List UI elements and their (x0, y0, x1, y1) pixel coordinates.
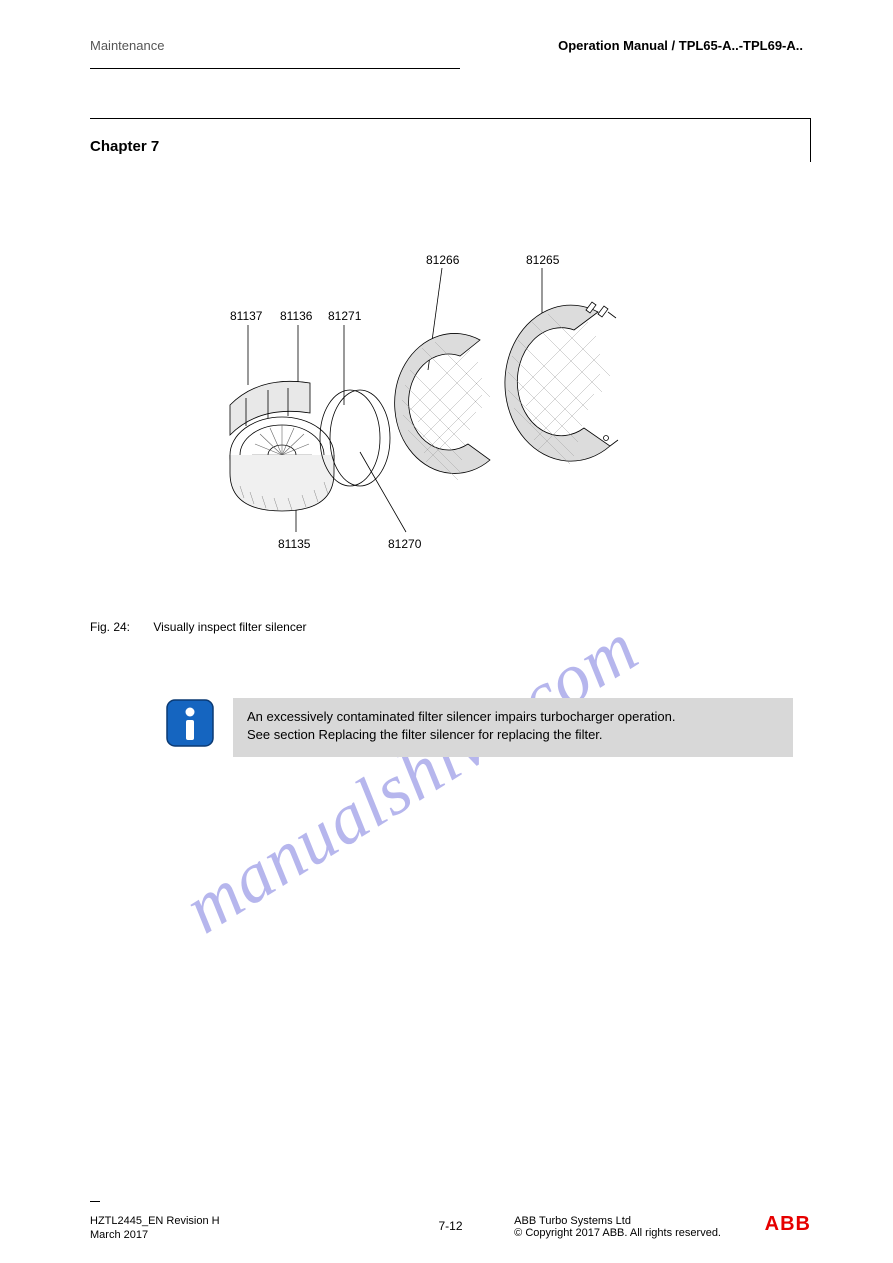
footer-date: March 2017 (90, 1229, 148, 1241)
abb-logo: ABB (765, 1213, 811, 1236)
part-label-81135: 81135 (278, 537, 311, 551)
header-section-label: Maintenance (90, 38, 164, 53)
info-icon (165, 698, 215, 748)
part-label-81270: 81270 (388, 537, 422, 551)
figure-caption-text: Visually inspect filter silencer (153, 620, 306, 634)
figure-caption-number: Fig. 24: (90, 620, 150, 634)
info-note-line1: An excessively contaminated filter silen… (247, 708, 779, 726)
footer-page-number: 7-12 (438, 1219, 462, 1233)
info-note-line2: See section Replacing the filter silence… (247, 726, 779, 744)
figure-exploded-view: 81137 81136 81271 81266 81265 81135 8127… (210, 230, 680, 560)
footer-revision: HZTL2445_EN Revision H (90, 1215, 220, 1227)
part-label-81266: 81266 (426, 253, 460, 267)
part-label-81271: 81271 (328, 309, 362, 323)
watermark: manualshive.com (170, 606, 652, 950)
chapter-band (90, 118, 811, 119)
footer-doc-owner: ABB Turbo Systems Ltd © Copyright 2017 A… (514, 1215, 721, 1239)
info-note-text: An excessively contaminated filter silen… (233, 698, 793, 757)
part-label-81137: 81137 (230, 309, 263, 323)
figure-caption: Fig. 24: Visually inspect filter silence… (90, 620, 307, 634)
part-label-81136: 81136 (280, 309, 313, 323)
chapter-title: Chapter 7 (90, 138, 159, 155)
info-note: An excessively contaminated filter silen… (165, 698, 793, 757)
header-doc-title: Operation Manual / TPL65-A..-TPL69-A.. (558, 38, 803, 53)
header-rule (90, 68, 460, 69)
part-label-81265: 81265 (526, 253, 560, 267)
page: Maintenance Operation Manual / TPL65-A..… (0, 0, 893, 1263)
